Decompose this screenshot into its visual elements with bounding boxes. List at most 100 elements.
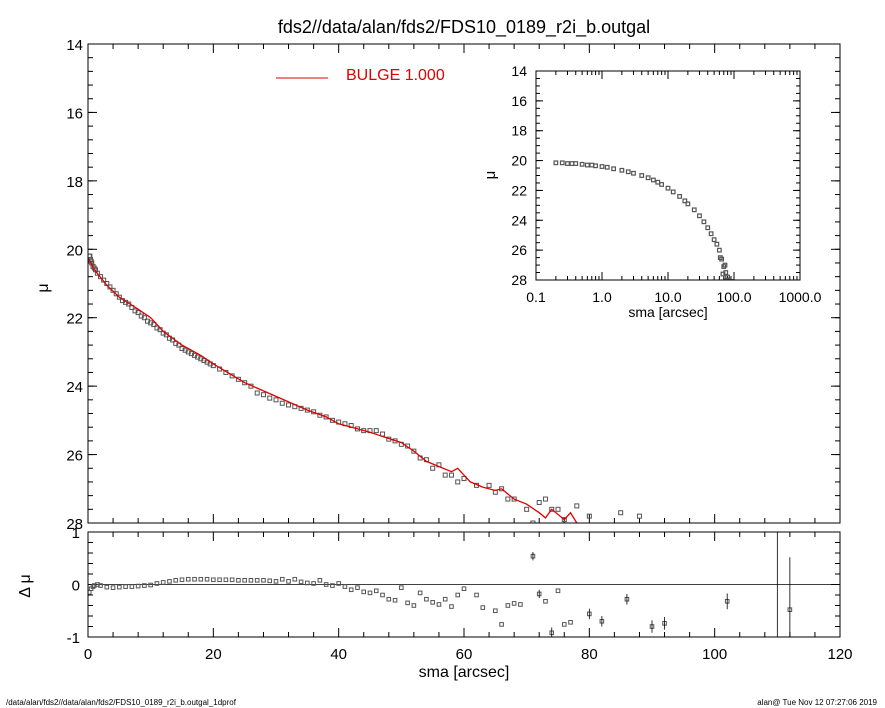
inset-x-tick-label: 10.0 <box>654 289 681 305</box>
residual-point <box>561 622 567 627</box>
inset-background <box>536 71 800 280</box>
residual-point <box>555 588 561 594</box>
residual-x-tick-label: 100 <box>702 646 727 663</box>
residual-point <box>185 576 191 582</box>
residual-point <box>305 580 310 586</box>
main-y-tick-label: 24 <box>66 379 83 396</box>
inset-y-tick-label: 20 <box>511 153 527 169</box>
main-data-point <box>113 291 119 297</box>
main-data-point <box>279 400 285 406</box>
main-data-point <box>242 380 248 386</box>
residual-point <box>568 620 573 625</box>
residual-point <box>248 578 254 583</box>
residual-point <box>474 592 479 598</box>
residual-point <box>405 600 410 606</box>
residual-x-label: sma [arcsec] <box>419 664 510 681</box>
inset-data-point <box>631 170 636 176</box>
residual-point <box>160 580 166 585</box>
inset-data-point <box>685 201 691 207</box>
footer-left: /data/alan/fds2//data/alan/fds2/FDS10_01… <box>6 698 237 707</box>
main-data-point <box>542 496 548 502</box>
residual-point <box>167 579 172 584</box>
main-data-point <box>373 428 379 434</box>
main-y-tick-label: 14 <box>66 37 83 54</box>
residual-point <box>292 576 298 582</box>
residual-point <box>543 599 548 604</box>
main-data-point <box>430 465 436 471</box>
residual-point <box>480 605 486 610</box>
inset-data-point <box>593 163 599 169</box>
residual-point <box>505 603 511 608</box>
residual-y-tick-label: -1 <box>67 630 80 647</box>
residual-point <box>436 602 442 607</box>
main-data-point <box>505 496 511 502</box>
inset-y-tick-label: 18 <box>511 123 527 139</box>
main-data-point <box>524 506 530 512</box>
inset-y-tick-label: 16 <box>511 93 527 109</box>
residual-point <box>298 579 304 585</box>
main-data-point <box>549 506 555 512</box>
residual-point <box>399 585 404 590</box>
residual-point <box>211 577 216 583</box>
inset-data-point <box>650 177 656 183</box>
residual-x-tick-label: 60 <box>456 646 473 663</box>
inset-y-tick-label: 14 <box>511 63 527 79</box>
main-axis-ticks: 14 16 18 20 22 24 26 28 <box>66 37 841 533</box>
footer-right: alan@ Tue Nov 12 07:27:06 2019 <box>757 698 877 707</box>
main-data-point <box>530 520 536 523</box>
residual-point <box>330 583 335 588</box>
inset-data-point <box>701 219 707 225</box>
inset-data-point <box>716 247 722 253</box>
residual-point <box>455 592 461 598</box>
residual-x-tick-label: 40 <box>330 646 347 663</box>
residual-point <box>123 584 128 589</box>
residual-point <box>154 581 160 586</box>
inset-data-point <box>691 207 697 213</box>
inset-data-point <box>553 160 559 166</box>
residual-point <box>461 586 467 592</box>
residual-point <box>229 577 235 583</box>
inset-data-point <box>565 161 570 166</box>
residual-point <box>279 576 285 582</box>
residual-x-tick-label: 0 <box>84 646 92 663</box>
inset-x-tick-label: 1000.0 <box>779 289 822 305</box>
main-data-point <box>636 513 642 519</box>
residual-point <box>449 604 454 609</box>
inset-data-point <box>665 185 671 191</box>
residual-y-tick-label: 1 <box>72 525 80 542</box>
inset-data-point <box>705 225 711 231</box>
residual-point <box>386 596 392 602</box>
main-data-point <box>486 482 492 488</box>
main-data-point <box>536 499 542 505</box>
main-data-point <box>88 253 93 259</box>
main-data-point <box>286 402 292 408</box>
residual-point <box>311 581 316 586</box>
inset-data-point <box>639 173 645 178</box>
plot-title: fds2//data/alan/fds2/FDS10_0189_r2i_b.ou… <box>278 17 650 38</box>
main-plot-area <box>88 253 642 523</box>
inset-data-point <box>625 169 631 175</box>
inset-data-point <box>714 241 720 247</box>
main-data-point <box>448 472 454 478</box>
residual-point <box>430 600 435 605</box>
residual-point <box>98 583 103 588</box>
main-data-point <box>555 506 561 512</box>
main-data-point <box>455 479 461 485</box>
residual-point <box>336 581 341 586</box>
residual-point <box>411 603 417 608</box>
residual-point <box>424 596 429 602</box>
main-data-point <box>273 397 279 403</box>
bulge-model-line <box>88 259 578 523</box>
residual-point <box>493 608 498 614</box>
main-y-tick-label: 22 <box>66 311 83 328</box>
residual-point <box>90 584 96 589</box>
main-data-point <box>254 390 260 396</box>
inset-data-point <box>711 237 717 243</box>
inset-data-point <box>720 271 726 277</box>
inset-x-tick-label: 100.0 <box>716 289 751 305</box>
residual-point <box>417 590 423 596</box>
inset-y-tick-label: 26 <box>511 242 527 258</box>
residual-x-tick-label: 120 <box>827 646 852 663</box>
inset-data-point <box>722 262 728 268</box>
